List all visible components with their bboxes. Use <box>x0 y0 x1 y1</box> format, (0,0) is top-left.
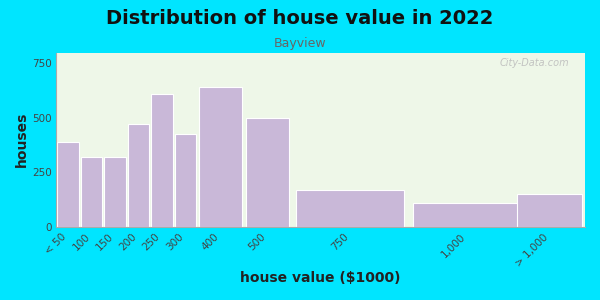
Bar <box>58 142 79 227</box>
Bar <box>413 203 521 227</box>
Bar <box>175 134 196 227</box>
Text: City-Data.com: City-Data.com <box>500 58 569 68</box>
Y-axis label: houses: houses <box>15 112 29 167</box>
Bar <box>81 157 103 227</box>
Bar <box>296 190 404 227</box>
Bar <box>246 118 289 227</box>
Bar <box>128 124 149 227</box>
Bar <box>517 194 582 227</box>
Bar <box>104 157 126 227</box>
Text: Bayview: Bayview <box>274 38 326 50</box>
Text: Distribution of house value in 2022: Distribution of house value in 2022 <box>106 9 494 28</box>
Bar <box>151 94 173 227</box>
X-axis label: house value ($1000): house value ($1000) <box>241 271 401 285</box>
Bar <box>199 87 242 227</box>
